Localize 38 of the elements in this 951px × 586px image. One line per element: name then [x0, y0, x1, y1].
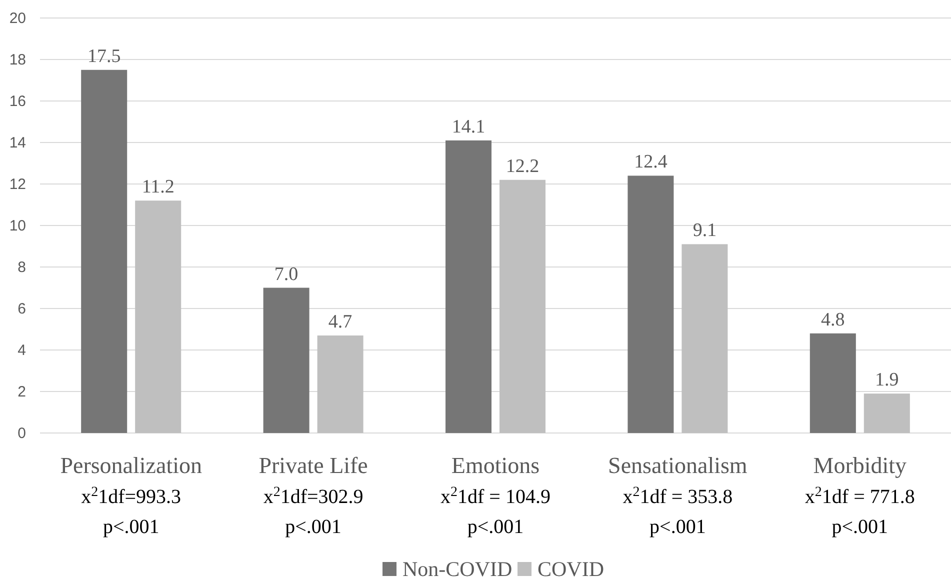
- bar: [864, 394, 910, 433]
- bar: [317, 335, 364, 433]
- bar: [810, 333, 856, 433]
- legend-label: COVID: [538, 557, 604, 581]
- y-tick-label: 20: [9, 10, 26, 27]
- y-tick-label: 10: [9, 218, 26, 234]
- y-tick-label: 8: [18, 259, 26, 276]
- data-label: 14.1: [452, 116, 486, 138]
- data-label: 17.5: [87, 46, 121, 67]
- y-tick-label: 14: [9, 134, 26, 152]
- data-label: 9.1: [692, 220, 717, 242]
- y-tick-label: 12: [9, 176, 26, 193]
- bar: [682, 244, 728, 433]
- data-label: 7.0: [274, 264, 298, 285]
- bar: [135, 200, 182, 433]
- bar: [263, 288, 310, 433]
- y-tick-label: 2: [18, 384, 26, 400]
- data-label: 4.7: [328, 311, 352, 332]
- y-tick-label: 16: [9, 93, 26, 110]
- data-label: 11.2: [142, 176, 174, 198]
- x-tick-label: Private Life x$^{2}$1df=302.9 p<.001: [258, 453, 368, 538]
- x-tick-label: Emotions x$^{2}$1df = 104.9 p<.001: [440, 453, 550, 538]
- bar: [628, 176, 674, 433]
- x-tick-label: Sensationalism x$^{2}$1df = 353.8 p<.001: [608, 453, 748, 538]
- data-label: 1.9: [875, 370, 899, 391]
- bar: [81, 70, 128, 433]
- bar: [500, 180, 546, 433]
- y-tick-label: 6: [18, 300, 26, 318]
- y-tick-label: 4: [18, 342, 26, 359]
- y-tick-label: 18: [9, 52, 26, 68]
- data-label: 12.4: [634, 152, 668, 173]
- x-tick-label: Morbidity x$^{2}$1df = 771.8 p<.001: [804, 453, 915, 538]
- y-tick-label: 0: [18, 425, 26, 442]
- bar: [446, 140, 492, 433]
- x-tick-label: Personalization x$^{2}$1df=993.3 p<.001: [60, 453, 202, 538]
- data-label: 12.2: [506, 156, 540, 177]
- legend-label: Non-COVID: [402, 557, 512, 581]
- data-label: 4.8: [821, 309, 845, 330]
